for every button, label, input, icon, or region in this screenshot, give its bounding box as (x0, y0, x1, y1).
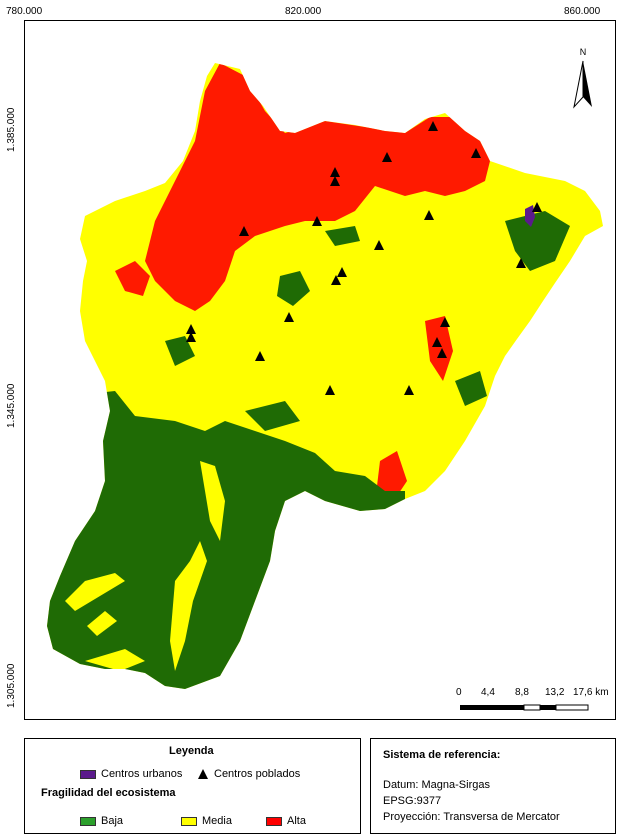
urbanos-swatch (80, 770, 96, 779)
poblado-marker (331, 275, 341, 285)
zone-media-streak-2 (87, 611, 117, 636)
coord-left-1305: 1.305.000 (6, 663, 17, 709)
centros-poblados-group (186, 121, 542, 395)
poblado-marker (186, 324, 196, 334)
coord-left-1385: 1.385.000 (6, 107, 17, 153)
poblado-marker (255, 351, 265, 361)
poblados-label: Centros poblados (214, 768, 301, 780)
poblado-marker (325, 385, 335, 395)
poblado-marker (404, 385, 414, 395)
map-canvas: N (47, 47, 603, 711)
coord-top-860: 860.000 (564, 6, 601, 17)
zone-media-streak-1 (65, 573, 125, 611)
scale-bar-segment-3 (540, 705, 556, 710)
scale-label-4: 17,6 km (573, 687, 609, 698)
scale-label-2: 8,8 (515, 687, 529, 698)
poblado-marker (432, 337, 442, 347)
poblado-marker (330, 167, 340, 177)
coord-top-820: 820.000 (285, 6, 322, 17)
poblado-marker (516, 258, 526, 268)
north-letter: N (580, 47, 587, 57)
reference-datum: Datum: Magna-Sirgas (383, 779, 490, 791)
north-arrow-left-half (573, 60, 584, 109)
legend-panel: Leyenda Centros urbanos Centros poblados… (24, 738, 361, 834)
zone-media-streak-4 (200, 461, 225, 541)
zone-baja-patch-2 (325, 226, 360, 246)
poblado-marker (382, 152, 392, 162)
legend-title: Leyenda (169, 745, 214, 757)
zone-alta-patch-1 (115, 261, 150, 296)
reference-panel: Sistema de referencia: Datum: Magna-Sirg… (370, 738, 616, 834)
zone-baja-patch-5 (245, 401, 300, 431)
media-label: Media (202, 815, 232, 827)
poblado-marker (186, 332, 196, 342)
scale-bar-segment-1 (460, 705, 524, 710)
map-frame: N 0 4,4 8,8 13,2 17,6 km (24, 20, 616, 720)
zone-baja-patch-6 (455, 371, 487, 406)
poblados-triangle-icon (198, 769, 208, 779)
coord-left-1345: 1.345.000 (6, 383, 17, 429)
poblado-marker (437, 348, 447, 358)
poblado-marker (532, 202, 542, 212)
fragilidad-title: Fragilidad del ecosistema (41, 787, 176, 799)
north-arrow: N (573, 47, 592, 109)
zone-media-streak-3 (170, 541, 207, 671)
alta-swatch (266, 817, 282, 826)
zone-baja-patch-1 (277, 271, 310, 306)
scale-bar-segment-2 (523, 704, 541, 711)
scale-label-3: 13,2 (545, 687, 565, 698)
zone-alta-north (145, 63, 490, 311)
poblado-marker (337, 267, 347, 277)
urbanos-label: Centros urbanos (101, 768, 183, 780)
reference-proyeccion: Proyección: Transversa de Mercator (383, 811, 560, 823)
alta-label: Alta (287, 815, 306, 827)
poblado-marker (284, 312, 294, 322)
poblado-marker (471, 148, 481, 158)
scale-label-0: 0 (456, 687, 462, 698)
urban-center (525, 205, 535, 227)
reference-title: Sistema de referencia: (383, 749, 501, 761)
poblado-marker (424, 210, 434, 220)
scale-bar-segment-4 (555, 704, 589, 711)
coord-top-780: 780.000 (6, 6, 43, 17)
baja-label: Baja (101, 815, 124, 827)
zone-alta-patch-2 (425, 316, 453, 381)
baja-swatch (80, 817, 96, 826)
zone-media-streak-5 (85, 649, 145, 671)
scale-label-1: 4,4 (481, 687, 495, 698)
poblado-marker (440, 317, 450, 327)
north-arrow-right-half (583, 61, 592, 107)
zone-baja-patch-4 (165, 336, 195, 366)
poblado-marker (330, 176, 340, 186)
scale-bar (460, 704, 589, 711)
zone-alta-patch-3 (377, 451, 407, 499)
reference-epsg: EPSG:9377 (383, 795, 442, 807)
poblado-marker (239, 226, 249, 236)
poblado-marker (428, 121, 438, 131)
poblado-marker (312, 216, 322, 226)
zone-baja-patch-3 (505, 211, 570, 271)
media-swatch (181, 817, 197, 826)
poblado-marker (374, 240, 384, 250)
